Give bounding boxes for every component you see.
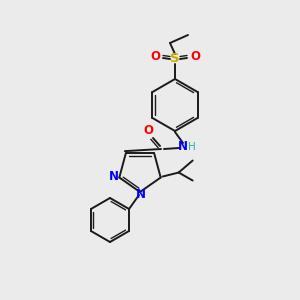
Text: S: S <box>170 52 180 65</box>
Text: N: N <box>178 140 188 154</box>
Text: O: O <box>150 50 160 64</box>
Text: N: N <box>136 188 146 202</box>
Text: O: O <box>143 124 153 137</box>
Text: N: N <box>109 170 119 183</box>
Text: O: O <box>190 50 200 64</box>
Text: H: H <box>188 142 196 152</box>
